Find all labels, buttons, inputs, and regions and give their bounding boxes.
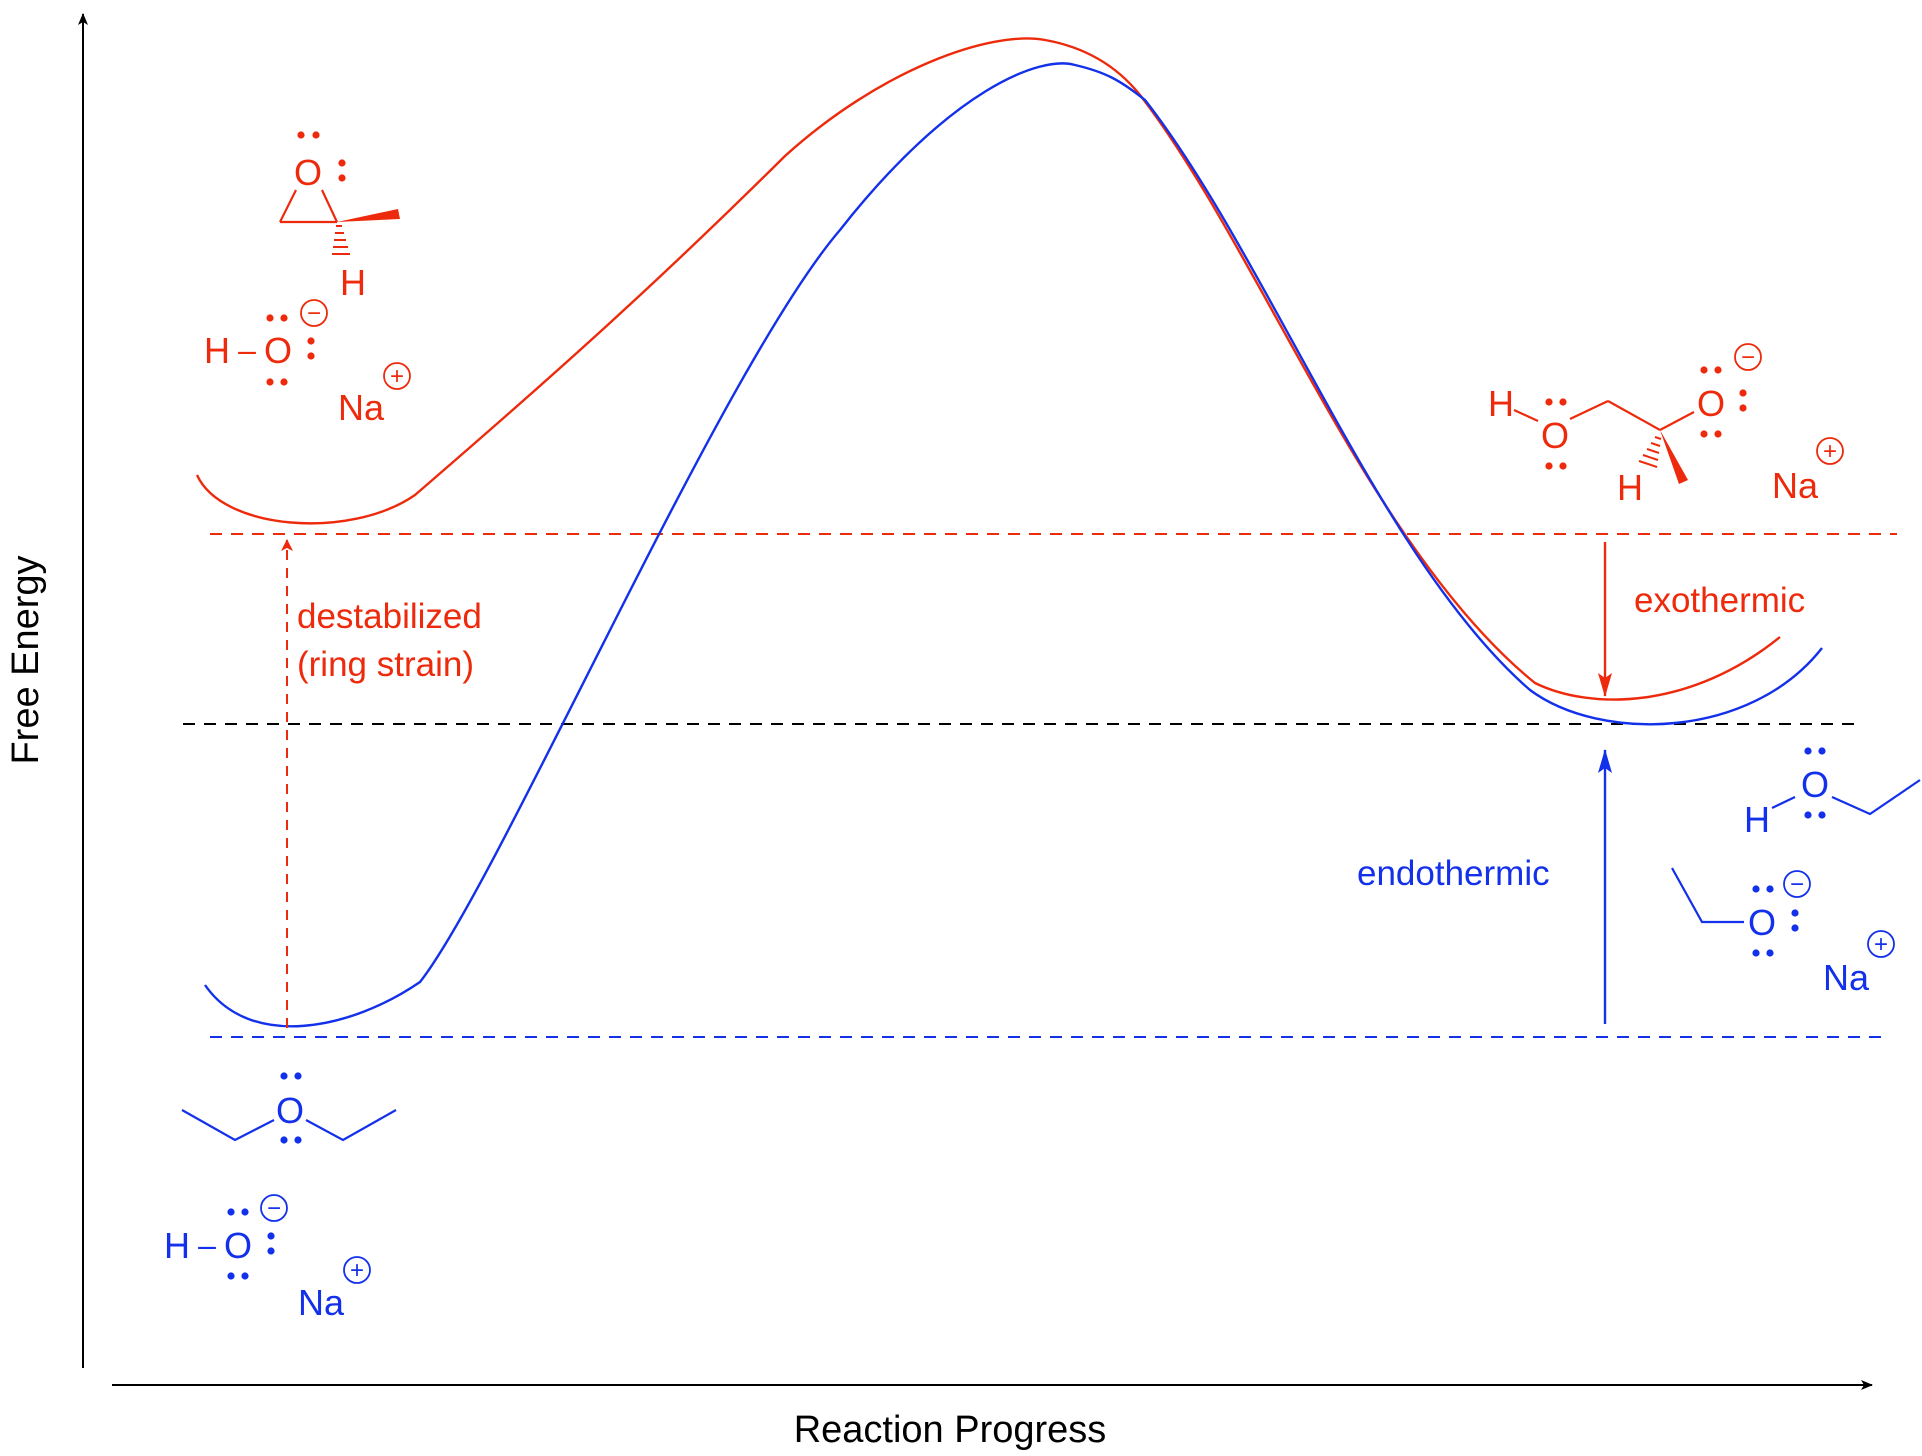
hydroxide-bond-red: –: [238, 332, 256, 368]
hydroxide-bond-blue: –: [198, 1227, 216, 1263]
ethoxide-structure: O − Na +: [1671, 867, 1895, 998]
y-axis-label: Free Energy: [5, 555, 47, 764]
svg-text:+: +: [350, 1257, 364, 1284]
epoxide-energy-curve: [195, 37, 1781, 701]
product-sodium-red: Na: [1772, 465, 1819, 506]
ether-oxygen: O: [276, 1090, 304, 1131]
hydroxide-o-red: O: [264, 330, 292, 371]
negative-charge-circle-red: [300, 299, 328, 327]
ethanol-h: H: [1744, 799, 1770, 840]
destabilized-label: destabilized: [297, 597, 482, 636]
product-o2-red: O: [1697, 383, 1725, 424]
methyl-wedge: [337, 209, 400, 222]
product-o1-red: O: [1541, 415, 1569, 456]
svg-text:+: +: [1874, 931, 1888, 958]
product-methyl-wedge: [1660, 430, 1688, 484]
sodium-label-red: Na: [338, 387, 385, 428]
epoxide-structure: O H: [279, 131, 400, 303]
svg-text:+: +: [1823, 438, 1837, 465]
product-h1-red: H: [1488, 383, 1514, 424]
ether-hydroxide: H – O − Na +: [164, 1194, 371, 1323]
negative-charge-circle-blue: [260, 1194, 288, 1222]
epoxide-oxygen: O: [294, 152, 322, 193]
positive-charge-circle-blue: [343, 1256, 371, 1284]
svg-text:−: −: [307, 300, 321, 327]
svg-text:−: −: [1741, 344, 1755, 371]
hydroxide-h-red: H: [204, 330, 230, 371]
epoxide-hydroxide: H – O − Na +: [204, 299, 411, 428]
ether-energy-curve: [204, 62, 1823, 1028]
x-axis-label: Reaction Progress: [794, 1409, 1107, 1451]
epoxide-product-structure: H O O − H Na +: [1488, 343, 1844, 508]
ring-strain-label: (ring strain): [297, 645, 474, 684]
positive-charge-circle-red: [383, 362, 411, 390]
ether-structure: O: [181, 1072, 397, 1144]
svg-text:+: +: [390, 363, 404, 390]
exothermic-label: exothermic: [1634, 581, 1805, 620]
ethanol-structure: H O: [1744, 747, 1921, 840]
ethoxide-o: O: [1748, 902, 1776, 943]
hydroxide-h-blue: H: [164, 1225, 190, 1266]
product-h2-red: H: [1617, 467, 1643, 508]
svg-text:−: −: [1790, 871, 1804, 898]
endothermic-label: endothermic: [1357, 854, 1550, 893]
hydrogen-hash-bond: [332, 225, 350, 255]
epoxide-hydrogen: H: [340, 262, 366, 303]
sodium-label-blue: Na: [298, 1282, 345, 1323]
ethanol-o: O: [1801, 764, 1829, 805]
ethoxide-sodium: Na: [1823, 957, 1870, 998]
hydroxide-o-blue: O: [224, 1225, 252, 1266]
svg-text:−: −: [267, 1195, 281, 1222]
